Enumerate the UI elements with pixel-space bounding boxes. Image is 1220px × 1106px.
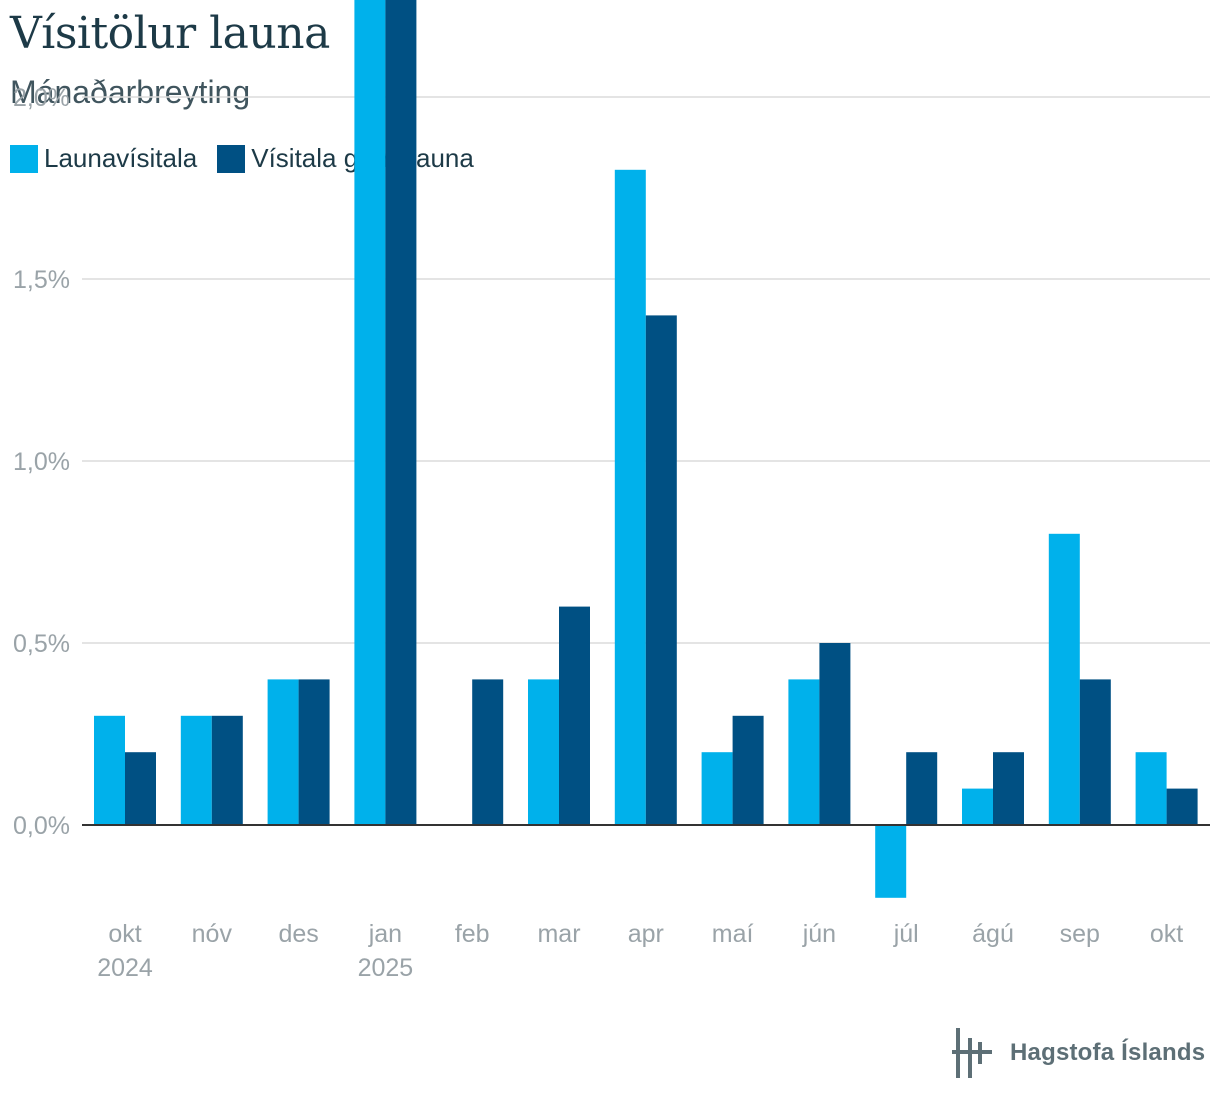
- bar: [962, 788, 993, 825]
- bar: [211, 715, 243, 825]
- x-tick-label: maí: [712, 920, 754, 948]
- x-tick-label: okt: [108, 920, 141, 948]
- chart-subtitle: Mánaðarbreyting: [10, 74, 251, 110]
- bar: [732, 715, 764, 825]
- bar: [267, 679, 299, 825]
- bar: [1048, 533, 1080, 825]
- bar: [819, 643, 851, 825]
- bar: [385, 0, 417, 825]
- legend-swatch-visitala-grunnlauna: [217, 144, 246, 173]
- bar: [875, 825, 907, 898]
- bar: [993, 752, 1024, 825]
- x-tick-label: feb: [455, 920, 490, 948]
- bar: [614, 169, 646, 826]
- bar: [1135, 752, 1167, 825]
- x-tick-label: ágú: [972, 920, 1014, 948]
- logo-text: Hagstofa Íslands: [1010, 1039, 1206, 1066]
- y-tick-label: 0,0%: [13, 812, 70, 840]
- legend-item-launavisitala: Launavísitala: [10, 143, 197, 174]
- hagstofa-logo-icon: [952, 1028, 992, 1078]
- x-tick-label: jún: [802, 920, 836, 948]
- x-tick-label: sep: [1060, 920, 1100, 948]
- x-tick-label: júl: [893, 920, 919, 948]
- bar: [180, 715, 212, 825]
- bar: [906, 752, 938, 825]
- x-tick-label: mar: [537, 920, 580, 948]
- legend-label-launavisitala: Launavísitala: [44, 143, 198, 173]
- bar: [472, 679, 504, 825]
- x-tick-label: des: [278, 920, 318, 948]
- bar: [94, 715, 125, 825]
- bar: [354, 0, 386, 826]
- x-tick-label: apr: [628, 920, 664, 948]
- logo: Hagstofa Íslands: [952, 1028, 1205, 1078]
- bar: [788, 679, 820, 825]
- x-tick-label: jan: [368, 920, 402, 948]
- x-tick-year-label: 2024: [97, 954, 153, 982]
- bar: [528, 679, 559, 825]
- bar: [1079, 679, 1111, 825]
- x-tick-label: nóv: [192, 920, 233, 948]
- y-tick-label: 1,0%: [13, 448, 70, 476]
- legend-swatch-launavisitala: [10, 144, 38, 173]
- y-tick-label: 2,0%: [13, 84, 70, 112]
- y-tick-label: 0,5%: [13, 630, 70, 658]
- bar: [645, 315, 677, 825]
- bar: [1166, 788, 1198, 825]
- x-tick-year-label: 2025: [358, 954, 414, 982]
- bar: [298, 679, 330, 825]
- y-tick-label: 1,5%: [13, 266, 70, 294]
- chart-title: Vísitölur launa: [10, 8, 330, 59]
- bar: [701, 752, 733, 825]
- bar: [125, 752, 156, 825]
- bar: [559, 606, 590, 825]
- x-tick-label: okt: [1150, 920, 1183, 948]
